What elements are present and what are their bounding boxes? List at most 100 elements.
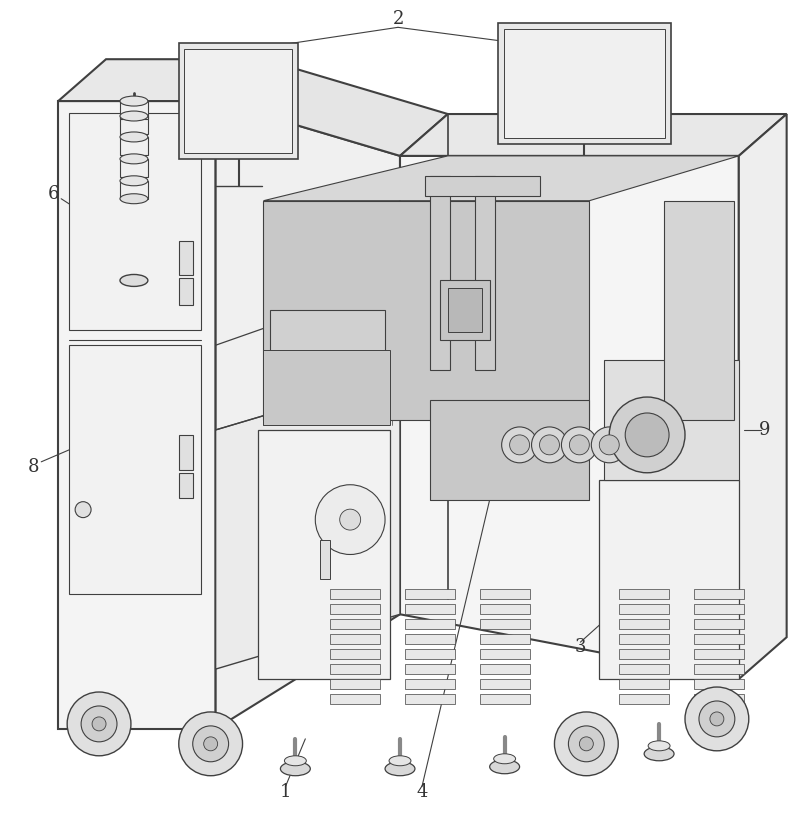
Circle shape [81, 706, 117, 742]
Polygon shape [184, 49, 292, 153]
Polygon shape [430, 400, 590, 499]
Polygon shape [619, 619, 669, 629]
Polygon shape [216, 60, 263, 729]
Polygon shape [216, 101, 400, 729]
Polygon shape [178, 241, 193, 276]
Polygon shape [400, 156, 739, 679]
Polygon shape [694, 589, 744, 599]
Polygon shape [69, 113, 201, 330]
Polygon shape [178, 472, 193, 498]
Circle shape [569, 726, 604, 762]
Polygon shape [178, 43, 298, 159]
Polygon shape [480, 619, 530, 629]
Circle shape [591, 427, 627, 463]
Ellipse shape [494, 754, 515, 764]
Ellipse shape [120, 175, 148, 186]
Polygon shape [258, 430, 390, 679]
Polygon shape [216, 60, 448, 156]
Polygon shape [619, 605, 669, 614]
Polygon shape [480, 664, 530, 674]
Polygon shape [599, 480, 739, 679]
Polygon shape [694, 694, 744, 704]
Bar [120, 101, 148, 119]
Polygon shape [619, 589, 669, 599]
Polygon shape [480, 634, 530, 644]
Polygon shape [448, 288, 482, 332]
Polygon shape [216, 375, 400, 669]
Polygon shape [263, 156, 739, 201]
Polygon shape [739, 114, 786, 679]
Ellipse shape [120, 111, 148, 121]
Ellipse shape [644, 747, 674, 761]
Polygon shape [440, 281, 490, 340]
Polygon shape [263, 350, 390, 425]
Circle shape [502, 427, 538, 463]
Polygon shape [619, 694, 669, 704]
Circle shape [92, 717, 106, 731]
Polygon shape [330, 619, 380, 629]
Polygon shape [405, 619, 455, 629]
Ellipse shape [120, 96, 148, 106]
Text: 6: 6 [47, 184, 59, 202]
Polygon shape [330, 605, 380, 614]
Polygon shape [400, 114, 786, 156]
Polygon shape [330, 679, 380, 689]
Polygon shape [330, 589, 380, 599]
Text: 9: 9 [759, 421, 770, 439]
Text: 4: 4 [416, 783, 428, 800]
Circle shape [539, 435, 559, 455]
Polygon shape [405, 589, 455, 599]
Polygon shape [330, 650, 380, 659]
Polygon shape [480, 694, 530, 704]
Circle shape [626, 413, 669, 457]
Circle shape [315, 485, 385, 555]
Ellipse shape [281, 762, 310, 776]
Text: 1: 1 [280, 783, 291, 800]
Circle shape [710, 712, 724, 726]
Circle shape [570, 435, 590, 455]
Polygon shape [604, 360, 739, 480]
Ellipse shape [648, 741, 670, 751]
Ellipse shape [120, 132, 148, 142]
Text: 2: 2 [392, 11, 404, 29]
Polygon shape [405, 650, 455, 659]
Polygon shape [619, 650, 669, 659]
Circle shape [562, 427, 598, 463]
Circle shape [579, 737, 594, 751]
Polygon shape [480, 650, 530, 659]
Polygon shape [694, 605, 744, 614]
Text: 8: 8 [27, 458, 39, 476]
Circle shape [178, 712, 242, 776]
Polygon shape [405, 694, 455, 704]
Polygon shape [263, 201, 590, 420]
Polygon shape [480, 679, 530, 689]
Circle shape [610, 397, 685, 472]
Circle shape [554, 712, 618, 776]
Circle shape [699, 701, 735, 737]
Polygon shape [504, 29, 665, 138]
Ellipse shape [285, 756, 306, 765]
Circle shape [75, 502, 91, 517]
Bar [120, 159, 148, 177]
Polygon shape [405, 634, 455, 644]
Polygon shape [694, 650, 744, 659]
Polygon shape [664, 201, 734, 420]
Polygon shape [694, 679, 744, 689]
Polygon shape [480, 589, 530, 599]
Polygon shape [405, 605, 455, 614]
Polygon shape [270, 310, 385, 415]
Polygon shape [405, 664, 455, 674]
Polygon shape [694, 619, 744, 629]
Ellipse shape [389, 756, 411, 765]
Polygon shape [330, 694, 380, 704]
Ellipse shape [120, 193, 148, 204]
Circle shape [510, 435, 530, 455]
Polygon shape [474, 175, 494, 370]
Text: 3: 3 [574, 638, 586, 656]
Polygon shape [330, 664, 380, 674]
Polygon shape [619, 679, 669, 689]
Polygon shape [498, 24, 671, 144]
Polygon shape [58, 60, 263, 101]
Polygon shape [58, 101, 216, 729]
Ellipse shape [385, 762, 415, 776]
